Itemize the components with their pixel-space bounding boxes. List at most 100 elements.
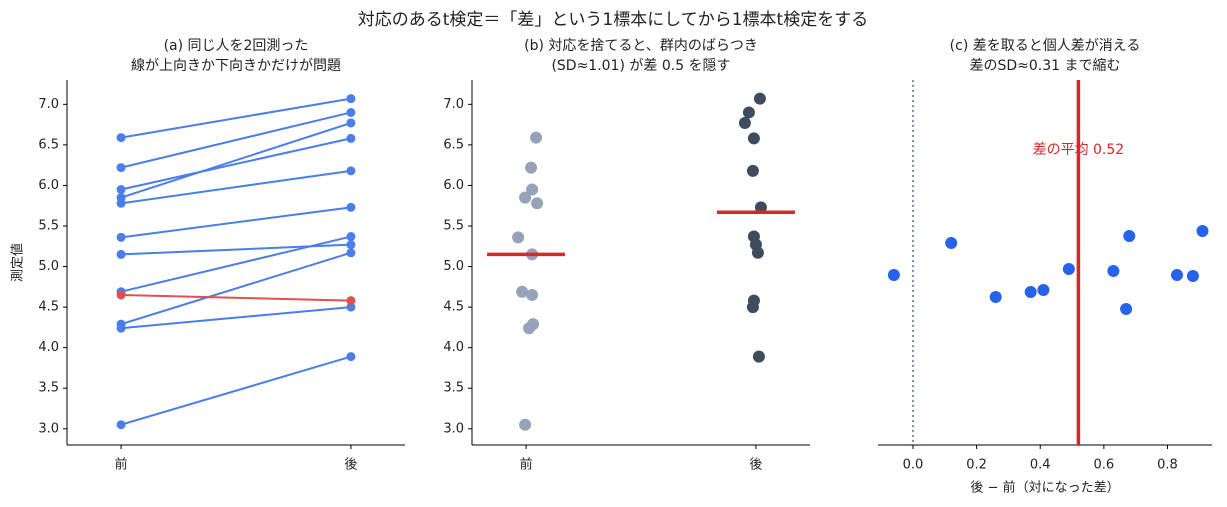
panel-title: (a) 同じ人を2回測った	[164, 38, 309, 54]
point	[346, 248, 356, 258]
point	[1037, 284, 1050, 296]
pair-line	[120, 355, 352, 426]
pair-line	[120, 111, 352, 169]
point	[516, 285, 529, 298]
annotation: 差の平均 0.52	[1033, 142, 1125, 158]
y-tick-label: 3.5	[443, 381, 464, 396]
y-tick-label: 5.5	[38, 219, 59, 234]
x-tick-label: 0.2	[966, 458, 987, 473]
panel-title: (SD≈1.01) が差 0.5 を隠す	[551, 58, 730, 74]
point	[752, 350, 765, 363]
pair-line	[120, 235, 352, 293]
point	[747, 294, 760, 307]
point	[1186, 270, 1199, 282]
point	[742, 106, 755, 119]
pair-line	[120, 306, 352, 330]
point	[531, 197, 544, 210]
point	[747, 230, 760, 243]
pair-line	[120, 251, 352, 326]
y-tick-label: 6.0	[443, 178, 464, 193]
point	[1062, 263, 1075, 275]
point	[116, 420, 126, 430]
point	[751, 246, 764, 259]
point	[746, 164, 759, 177]
point	[1107, 265, 1120, 277]
point	[747, 132, 760, 145]
point	[116, 323, 126, 333]
x-tick-label: 後	[344, 458, 357, 473]
point	[346, 94, 356, 104]
pair-line	[120, 206, 352, 239]
pair-line	[120, 137, 352, 191]
point	[346, 202, 356, 212]
x-tick-label: 0.6	[1094, 458, 1115, 473]
point	[523, 322, 536, 335]
y-tick-label: 4.5	[443, 300, 464, 315]
point	[1171, 269, 1184, 281]
y-tick-label: 5.5	[443, 219, 464, 234]
panel-title: 差のSD≈0.31 まで縮む	[969, 58, 1120, 74]
point	[346, 107, 356, 117]
y-tick-label: 4.0	[443, 340, 464, 355]
point	[116, 163, 126, 173]
point	[530, 131, 543, 144]
y-tick-label: 3.0	[443, 421, 464, 436]
y-axis-label: 測定値	[10, 243, 26, 282]
y-tick-label: 5.0	[38, 259, 59, 274]
point	[116, 133, 126, 143]
point	[525, 161, 538, 174]
pair-line	[121, 293, 351, 302]
point	[738, 116, 751, 129]
point	[519, 418, 532, 431]
point	[346, 232, 356, 242]
y-tick-label: 4.0	[38, 340, 59, 355]
y-tick-label: 3.0	[38, 421, 59, 436]
pair-line	[120, 97, 352, 139]
x-tick-label: 0.8	[1157, 458, 1178, 473]
point	[346, 302, 356, 312]
x-tick-label: 後	[749, 458, 762, 473]
x-axis-label: 後 − 前（対になった差）	[970, 480, 1119, 496]
y-tick-label: 5.0	[443, 259, 464, 274]
point	[753, 92, 766, 105]
x-tick-label: 前	[115, 457, 128, 473]
point	[346, 166, 356, 176]
point	[346, 240, 356, 250]
y-tick-label: 6.5	[38, 137, 59, 152]
point	[346, 352, 356, 362]
y-tick-label: 3.5	[38, 381, 59, 396]
point	[754, 201, 767, 214]
pair-line	[120, 169, 352, 205]
y-tick-label: 7.0	[38, 97, 59, 112]
panel-title: (c) 差を取ると個人差が消える	[950, 38, 1141, 54]
point	[116, 185, 126, 194]
point	[989, 291, 1002, 303]
panel-title: (b) 対応を捨てると、群内のばらつき	[524, 37, 758, 54]
y-tick-label: 7.0	[443, 97, 464, 112]
x-tick-label: 0.4	[1030, 458, 1051, 473]
point	[1196, 225, 1209, 237]
point	[1024, 286, 1037, 298]
x-tick-label: 前	[520, 457, 533, 473]
point	[887, 269, 900, 281]
pair-line	[120, 122, 352, 199]
point	[116, 198, 126, 208]
point	[346, 133, 356, 143]
point	[1123, 230, 1136, 242]
point	[526, 288, 539, 301]
y-tick-label: 4.5	[38, 300, 59, 315]
x-tick-label: 0.0	[903, 458, 924, 473]
point	[512, 231, 525, 244]
point	[346, 118, 356, 128]
point	[945, 237, 958, 249]
point	[116, 290, 126, 300]
y-tick-label: 6.0	[38, 178, 59, 193]
point	[346, 296, 356, 306]
point	[1120, 303, 1133, 315]
point	[116, 232, 126, 242]
point	[526, 183, 539, 196]
y-tick-label: 6.5	[443, 137, 464, 152]
point	[116, 249, 126, 259]
